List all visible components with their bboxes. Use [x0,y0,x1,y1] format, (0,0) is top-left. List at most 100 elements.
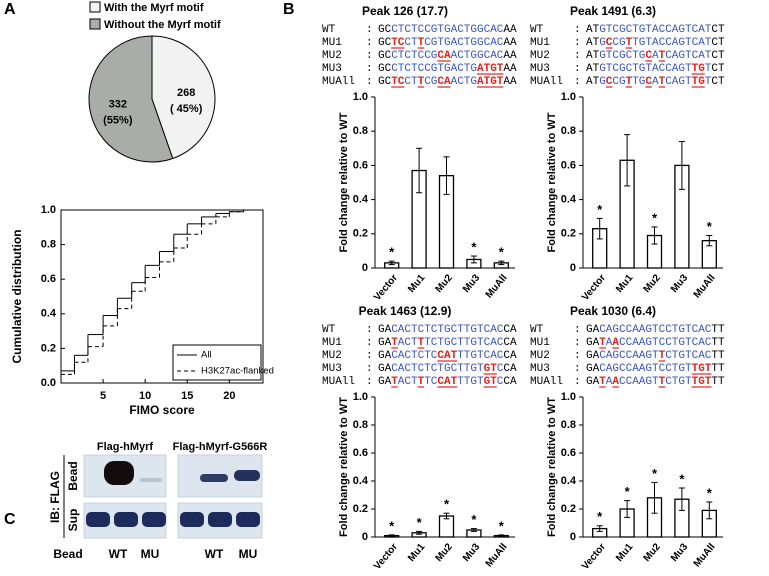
significance-mark: * [389,518,395,533]
x-tick-label: 10 [139,390,151,402]
separator: : [574,376,581,388]
y-tick-label: 0.4 [561,475,577,487]
separator: : [366,50,373,62]
sequence: GCCTCTCCGCAACTGGCACAA [378,50,517,62]
lane-label: MU [141,547,160,561]
legend-label: With the Myrf motif [104,2,204,14]
separator: : [366,24,373,36]
y-tick-label: 1.0 [41,204,56,216]
y-tick-label: 0.6 [353,447,368,459]
sequence: GATAACCAAGTCCTGTCACTT [586,337,725,349]
pie-slice [88,35,174,163]
separator: : [574,363,581,375]
x-tick-label: Vector [580,272,608,303]
legend-label: Without the Myrf motif [104,19,221,31]
sequence: GCCTCTCCGTGACTGATGTAA [378,63,517,75]
significance-mark: * [471,512,477,527]
significance-mark: * [707,485,713,500]
group-label: Flag-hMyrf-G566R [173,441,268,453]
panel-label: B [283,1,295,18]
significance-mark: * [597,202,603,217]
y-axis-label: Fold change relative to WT [338,112,350,252]
sup-band [142,512,166,527]
separator: : [366,337,373,349]
y-tick-label: 0.2 [353,503,368,515]
sequence: GATACTTTCCATTTGTGTCCA [378,376,517,388]
x-tick-label: MuAll [692,272,718,300]
sequence: GACAGCCAAGTTCTGTCACTT [586,350,725,362]
legend-label: All [201,350,212,361]
legend-box [172,344,262,381]
panel-label: A [4,1,16,18]
bead-band [104,461,134,485]
y-tick-label: 1.0 [353,91,368,103]
separator: : [366,324,373,336]
y-tick-label: 0 [570,262,576,274]
sequence: GCTCCTTCGTGACTGGCACAA [378,37,517,49]
x-tick-label: Mu1 [406,541,428,564]
slice-percent: (55%) [103,115,133,127]
slice-value: 268 [177,87,195,99]
y-tick-label: 0.2 [41,342,56,354]
sequence-name: MUAll [322,376,355,388]
sequence-name: MU3 [322,63,342,75]
y-tick-label: 0.8 [353,125,368,137]
significance-mark: * [597,509,603,524]
y-tick-label: 0.4 [41,308,57,320]
separator: : [574,324,581,336]
y-axis-label: Fold change relative to WT [546,112,558,252]
sup-band [86,512,110,527]
y-axis-label: Fold change relative to WT [338,397,350,537]
x-tick-label: 15 [181,390,193,402]
sequence: GATAACCAAGTTCTGTTGTTT [586,376,725,388]
sup-band [236,512,260,527]
sequence-name: WT [530,324,544,336]
x-tick-label: Mu2 [642,272,664,295]
sup-band [208,512,232,527]
x-tick-label: Mu2 [642,541,664,564]
sequence-name: MU2 [322,350,342,362]
y-tick-label: 0.8 [561,125,576,137]
significance-mark: * [679,471,685,486]
sequence-name: MU1 [530,337,550,349]
sequence-name: MU1 [322,337,342,349]
y-tick-label: 0.2 [353,228,368,240]
x-tick-label: Mu2 [434,541,456,564]
y-tick-label: 0.8 [41,239,56,251]
separator: : [366,350,373,362]
y-tick-label: 0.2 [561,228,576,240]
y-tick-label: 1.0 [353,391,368,403]
panel-label: C [4,511,16,528]
sequence: GACACTCTCTGCTTGTGTCCA [378,363,517,375]
slice-percent: ( 45%) [170,103,203,115]
separator: : [366,76,373,88]
significance-mark: * [499,518,505,533]
sequence-name: MU1 [322,37,342,49]
sequence: ATGTCGCTGCATCAGTCATCT [586,50,725,62]
significance-mark: * [499,245,505,260]
significance-mark: * [389,245,395,260]
x-tick-label: Mu1 [406,272,428,295]
sequence-name: WT [322,24,336,36]
x-tick-label: Vector [372,272,400,303]
y-tick-label: 0.6 [353,159,368,171]
bead-band [140,478,162,482]
row-label: Bead [66,461,80,490]
legend-swatch [89,1,101,13]
separator: : [366,363,373,375]
x-tick-label: MuAll [484,541,510,569]
x-tick-label: Mu3 [669,541,691,564]
significance-mark: * [444,497,450,512]
sequence-name: MUAll [530,376,563,388]
x-tick-label: Mu3 [669,272,691,295]
significance-mark: * [625,484,631,499]
x-tick-label: Mu1 [614,272,636,295]
x-tick-label: MuAll [484,272,510,300]
y-tick-label: 0.4 [561,194,577,206]
significance-mark: * [471,239,477,254]
separator: : [366,63,373,75]
sequence-name: WT [530,24,544,36]
separator: : [574,50,581,62]
y-tick-label: 0.8 [561,419,576,431]
